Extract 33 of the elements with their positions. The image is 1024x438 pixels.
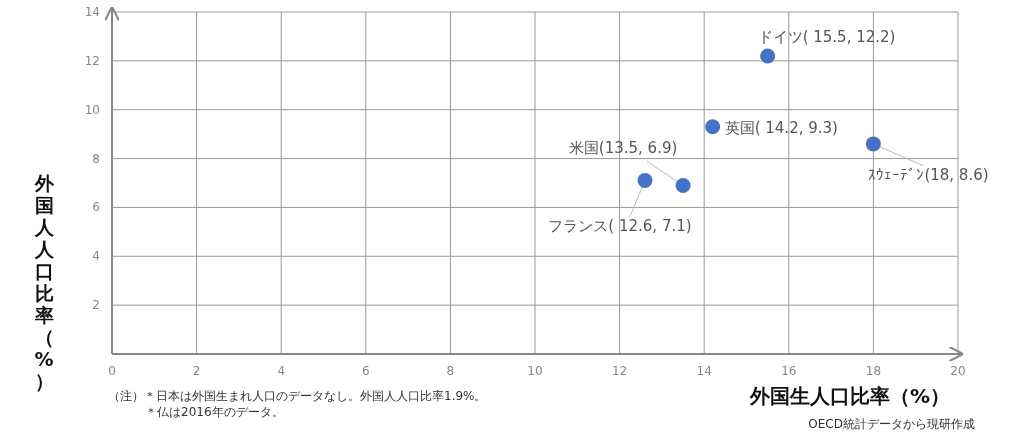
text: 外国人人口比率（%）	[34, 172, 54, 392]
y-tick-label: 12	[84, 53, 100, 68]
text: ＊仏は2016年のデータ。	[145, 405, 284, 419]
annotation: 英国( 14.2, 9.3)	[724, 118, 838, 137]
x-tick-label: 0	[108, 364, 116, 378]
x-tick-label: 6	[361, 364, 370, 378]
x-tick-label: 10	[527, 364, 543, 378]
y-tick-label: 10	[84, 102, 100, 117]
annotation: フランス( 12.6, 7.1)	[548, 216, 692, 235]
annotation: ドイツ( 15.5, 12.2)	[757, 27, 896, 46]
point	[760, 48, 776, 64]
y-tick-label: 6	[92, 200, 100, 215]
point	[705, 119, 721, 135]
point	[675, 177, 691, 193]
x-tick-label: 8	[446, 364, 455, 378]
y-tick-label: 2	[92, 298, 100, 313]
y-tick-label: 4	[92, 249, 100, 264]
text: OECD統計データから現研作成	[808, 417, 975, 431]
y-tick-label: 14	[84, 5, 100, 19]
point	[865, 136, 881, 152]
point	[637, 173, 653, 189]
x-tick-label: 2	[192, 364, 201, 378]
x-tick-label: 12	[611, 364, 628, 378]
text: （注）＊日本は外国生まれ人口のデータなし。外国人人口比率1.9%。	[108, 389, 487, 403]
x-tick-label: 14	[696, 364, 712, 378]
y-tick-label: 8	[92, 151, 100, 166]
x-tick-label: 18	[865, 364, 882, 378]
x-tick-label: 4	[277, 364, 286, 378]
annotation: 米国(13.5, 6.9)	[568, 139, 678, 158]
annotation: ｽｳｪｰﾃﾞﾝ(18, 8.6)	[868, 165, 989, 184]
x-tick-label: 16	[781, 364, 797, 378]
x-axis-title: 外国生人口比率（%）	[748, 384, 951, 408]
x-tick-label: 20	[950, 364, 966, 378]
